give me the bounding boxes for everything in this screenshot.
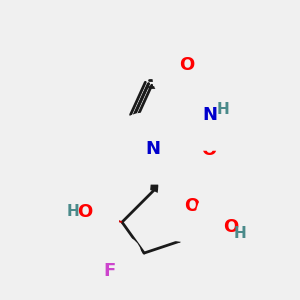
Text: O: O [201, 141, 217, 159]
Text: O: O [179, 56, 194, 74]
Polygon shape [151, 150, 158, 190]
Text: H: H [67, 204, 80, 219]
Text: H: H [216, 102, 229, 117]
Text: O: O [223, 218, 238, 236]
Text: O: O [184, 197, 200, 215]
Text: O: O [77, 203, 92, 221]
Text: N: N [202, 106, 217, 124]
Text: H: H [233, 226, 246, 241]
Text: F: F [103, 262, 116, 280]
Text: N: N [146, 140, 160, 158]
Polygon shape [92, 210, 122, 222]
